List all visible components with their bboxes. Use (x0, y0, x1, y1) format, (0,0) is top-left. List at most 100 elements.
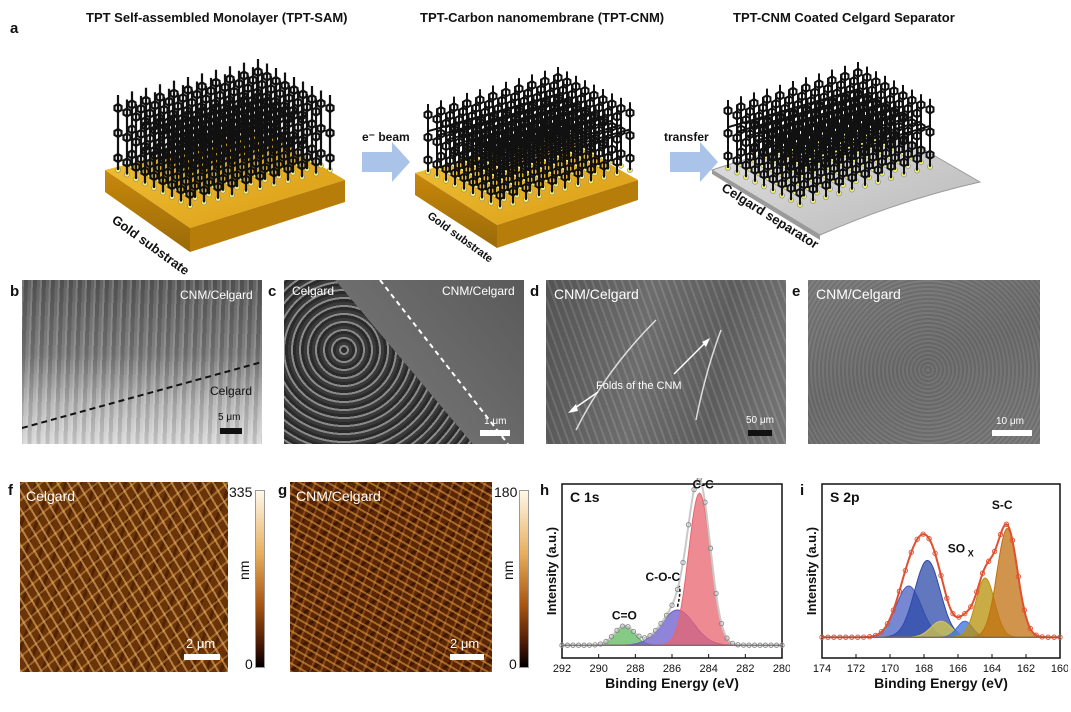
scalebar-b-label: 5 μm (218, 412, 241, 423)
data-point (685, 522, 692, 528)
sem-b-bottom-label: Celgard (210, 384, 253, 398)
peak-label-C=O: C=O (612, 609, 637, 623)
arrow-transfer-label: transfer (664, 130, 709, 144)
data-point (908, 549, 914, 555)
x-axis-label: Binding Energy (eV) (874, 675, 1008, 691)
data-point (902, 567, 908, 574)
data-point (636, 633, 642, 639)
data-point (625, 624, 631, 630)
colorbar-g-max: 180 (494, 484, 518, 500)
data-point (691, 486, 697, 493)
arrow-transfer (670, 142, 718, 182)
x-tick-label: 286 (663, 663, 681, 675)
sem-b-top-label: CNM/Celgard (180, 288, 253, 302)
scalebar-g (450, 654, 484, 660)
data-point (1021, 607, 1027, 613)
x-tick-label: 172 (847, 663, 865, 675)
data-point (991, 548, 998, 555)
data-point (950, 610, 956, 617)
chart-title: C 1s (570, 489, 600, 505)
x-tick-label: 284 (699, 663, 717, 675)
data-point (938, 572, 944, 579)
data-point (680, 559, 686, 566)
data-point (1003, 521, 1010, 527)
peak-label-sox: SO (948, 541, 965, 555)
data-point (614, 627, 620, 634)
colorbar-f-min: 0 (245, 656, 253, 672)
scalebar-b (220, 428, 242, 434)
data-point (619, 623, 626, 629)
panel-e-label: e (792, 283, 801, 300)
peak-label-sc: S-C (992, 498, 1013, 512)
xps-s2p-chart: 174 172 170 168 166 164 162 160 Binding Energy (… (804, 483, 1068, 691)
data-point (652, 627, 659, 634)
x-tick-label: 282 (736, 663, 754, 675)
xps-c1s-chart: 292 290 288 286 284 282 280 Binding Energy (eV)… (544, 478, 790, 691)
x-tick-label: 174 (813, 663, 831, 675)
x-tick-label: 164 (983, 663, 1001, 675)
x-axis-label: Binding Energy (eV) (605, 675, 739, 691)
panel-d-label: d (530, 283, 540, 300)
panel-i-label: i (800, 482, 805, 499)
data-point (985, 558, 992, 564)
y-axis-label: Intensity (a.u.) (544, 527, 559, 615)
panel-g-label: g (278, 482, 288, 499)
panel-a-title-2: TPT-Carbon nanomembrane (TPT-CNM) (420, 10, 665, 25)
data-point (702, 499, 708, 505)
data-point (890, 607, 897, 613)
data-point (974, 589, 980, 595)
data-point (630, 628, 637, 635)
data-point (932, 550, 938, 557)
sem-e-title: CNM/Celgard (816, 286, 901, 302)
data-point (707, 545, 714, 551)
scalebar-f-label: 2 μm (186, 636, 216, 651)
panel-a-label: a (10, 20, 19, 37)
colorbar-g (519, 490, 529, 668)
peak-label-C-C: C-C (693, 478, 715, 491)
x-tick-label: 290 (589, 663, 607, 675)
panel-a-schematic (105, 59, 982, 252)
colorbar-g-unit: nm (500, 560, 516, 580)
cnm-on-separator-molecules (723, 62, 935, 208)
data-point (968, 604, 974, 610)
data-point (1027, 625, 1033, 632)
coc-arrow (676, 585, 681, 607)
panel-a-title-3: TPT-CNM Coated Celgard Separator (733, 10, 955, 25)
x-tick-label: 288 (626, 663, 644, 675)
sem-d-annotation: Folds of the CNM (596, 380, 682, 392)
data-point (669, 602, 675, 608)
x-tick-label: 292 (553, 663, 571, 675)
data-point (713, 590, 719, 597)
data-point (926, 536, 932, 542)
afm-image-f: Celgard 2 μm (20, 482, 228, 672)
sem-image-e: CNM/Celgard 10 μm (808, 280, 1040, 444)
panel-b-label: b (10, 283, 20, 300)
sem-c-right-label: CNM/Celgard (442, 284, 515, 298)
data-point (608, 633, 615, 640)
arrow-ebeam-label: e⁻ beam (362, 130, 410, 144)
x-tick-label: 160 (1051, 663, 1068, 675)
data-point (962, 610, 968, 617)
data-point (696, 478, 703, 482)
chart-title: S 2p (830, 489, 860, 505)
sem-d-title: CNM/Celgard (554, 286, 639, 302)
colorbar-g-min: 0 (509, 656, 517, 672)
sem-image-b: CNM/Celgard Celgard 5 μm (22, 280, 262, 444)
data-point (641, 635, 648, 641)
scalebar-e-label: 10 μm (996, 416, 1024, 427)
data-point (997, 531, 1004, 538)
scalebar-d (748, 430, 772, 436)
data-point (896, 588, 903, 594)
data-point (603, 638, 609, 645)
x-tick-label: 280 (773, 663, 790, 675)
data-point (956, 614, 962, 620)
colorbar-f-unit: nm (236, 560, 252, 580)
peak-label-C-O-C: C-O-C (645, 570, 680, 584)
sem-image-c: Celgard CNM/Celgard 1 μm (284, 280, 524, 444)
data-point (878, 629, 885, 635)
x-tick-label: 168 (915, 663, 933, 675)
data-point (884, 621, 891, 627)
data-point (658, 620, 664, 627)
data-point (663, 612, 670, 618)
data-point (979, 570, 986, 576)
